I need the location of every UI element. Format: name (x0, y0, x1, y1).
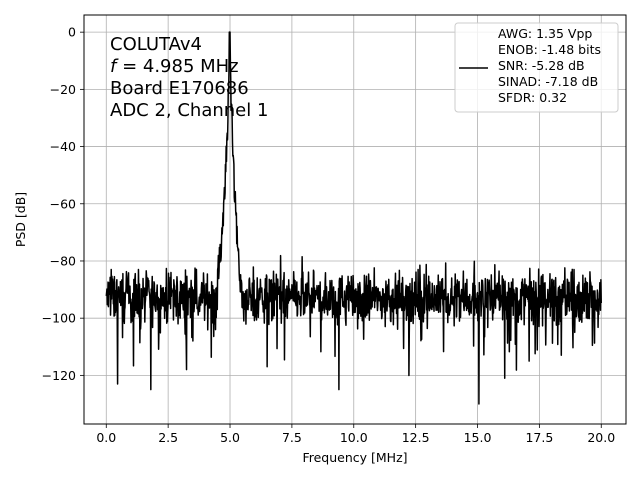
annotation-device: COLUTAv4 (110, 34, 202, 55)
y-tick-label: 0 (68, 25, 76, 40)
annotation-board: Board E170686 (110, 78, 249, 99)
plot-area (105, 31, 602, 405)
y-tick-label: −40 (50, 139, 76, 154)
axes-frame (83, 14, 627, 425)
y-axis-label: PSD [dB] (13, 192, 28, 247)
grid (84, 15, 626, 424)
y-tick-label: −80 (50, 253, 76, 268)
legend: AWG: 1.35 Vpp ENOB: -1.48 bits SNR: -5.2… (454, 22, 619, 113)
y-tick-label: −100 (42, 311, 76, 326)
x-axis-ticks: 0.0 2.5 5.0 7.5 10.0 12.5 15.0 17.5 20.0 (96, 424, 615, 445)
legend-sinad: SINAD: -7.18 dB (498, 74, 598, 89)
y-tick-label: −20 (50, 82, 76, 97)
x-tick-label: 17.5 (525, 430, 553, 445)
psd-series-line (105, 31, 602, 405)
annotation-frequency-symbol: f (110, 56, 119, 77)
legend-snr: SNR: -5.28 dB (498, 58, 585, 73)
x-tick-label: 10.0 (340, 430, 368, 445)
y-axis-ticks: 0 −20 −40 −60 −80 −100 −120 (42, 25, 84, 383)
annotation-block: COLUTAv4 f = 4.985 MHz Board E170686 ADC… (110, 34, 268, 121)
legend-enob: ENOB: -1.48 bits (498, 42, 601, 57)
annotation-channel: ADC 2, Channel 1 (110, 100, 268, 121)
x-tick-label: 2.5 (158, 430, 178, 445)
x-tick-label: 15.0 (464, 430, 492, 445)
y-tick-label: −60 (50, 196, 76, 211)
x-tick-label: 0.0 (96, 430, 116, 445)
x-axis-label: Frequency [MHz] (302, 450, 407, 465)
x-tick-label: 7.5 (282, 430, 302, 445)
x-tick-label: 5.0 (220, 430, 240, 445)
legend-awg: AWG: 1.35 Vpp (498, 26, 592, 41)
x-tick-label: 12.5 (402, 430, 430, 445)
legend-sfdr: SFDR: 0.32 (498, 90, 567, 105)
legend-box (454, 22, 619, 113)
annotation-frequency-value: = 4.985 MHz (116, 56, 238, 77)
x-tick-label: 20.0 (587, 430, 615, 445)
y-tick-label: −120 (42, 368, 76, 383)
annotation-frequency: f = 4.985 MHz (110, 56, 239, 77)
